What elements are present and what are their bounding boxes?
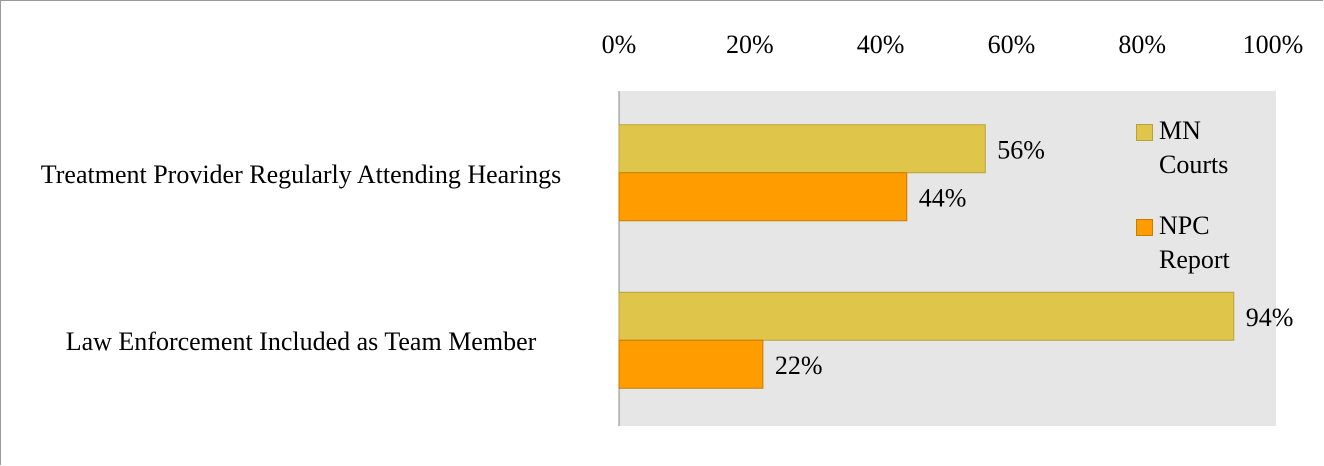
legend-label: NPC Report (1159, 211, 1230, 274)
category-label: Law Enforcement Included as Team Member (65, 327, 537, 357)
x-tick-label: 40% (857, 30, 905, 59)
x-tick-label: 20% (726, 30, 774, 59)
x-tick-label: 80% (1118, 30, 1166, 59)
bar (618, 124, 986, 174)
x-tick-label: 100% (1243, 30, 1304, 59)
value-label: 44% (919, 184, 967, 213)
legend-swatch (1136, 219, 1153, 236)
legend-swatch (1136, 124, 1153, 141)
category-label: Treatment Provider Regularly Attending H… (40, 159, 562, 189)
x-tick-label: 60% (988, 30, 1036, 59)
value-label: 22% (775, 351, 823, 380)
value-label: 94% (1246, 303, 1294, 332)
x-tick-label: 0% (602, 30, 637, 59)
value-label: 56% (997, 136, 1045, 165)
bar (618, 291, 1235, 341)
bar (618, 339, 764, 389)
legend-label: MN Courts (1159, 116, 1229, 179)
bar (618, 172, 908, 222)
